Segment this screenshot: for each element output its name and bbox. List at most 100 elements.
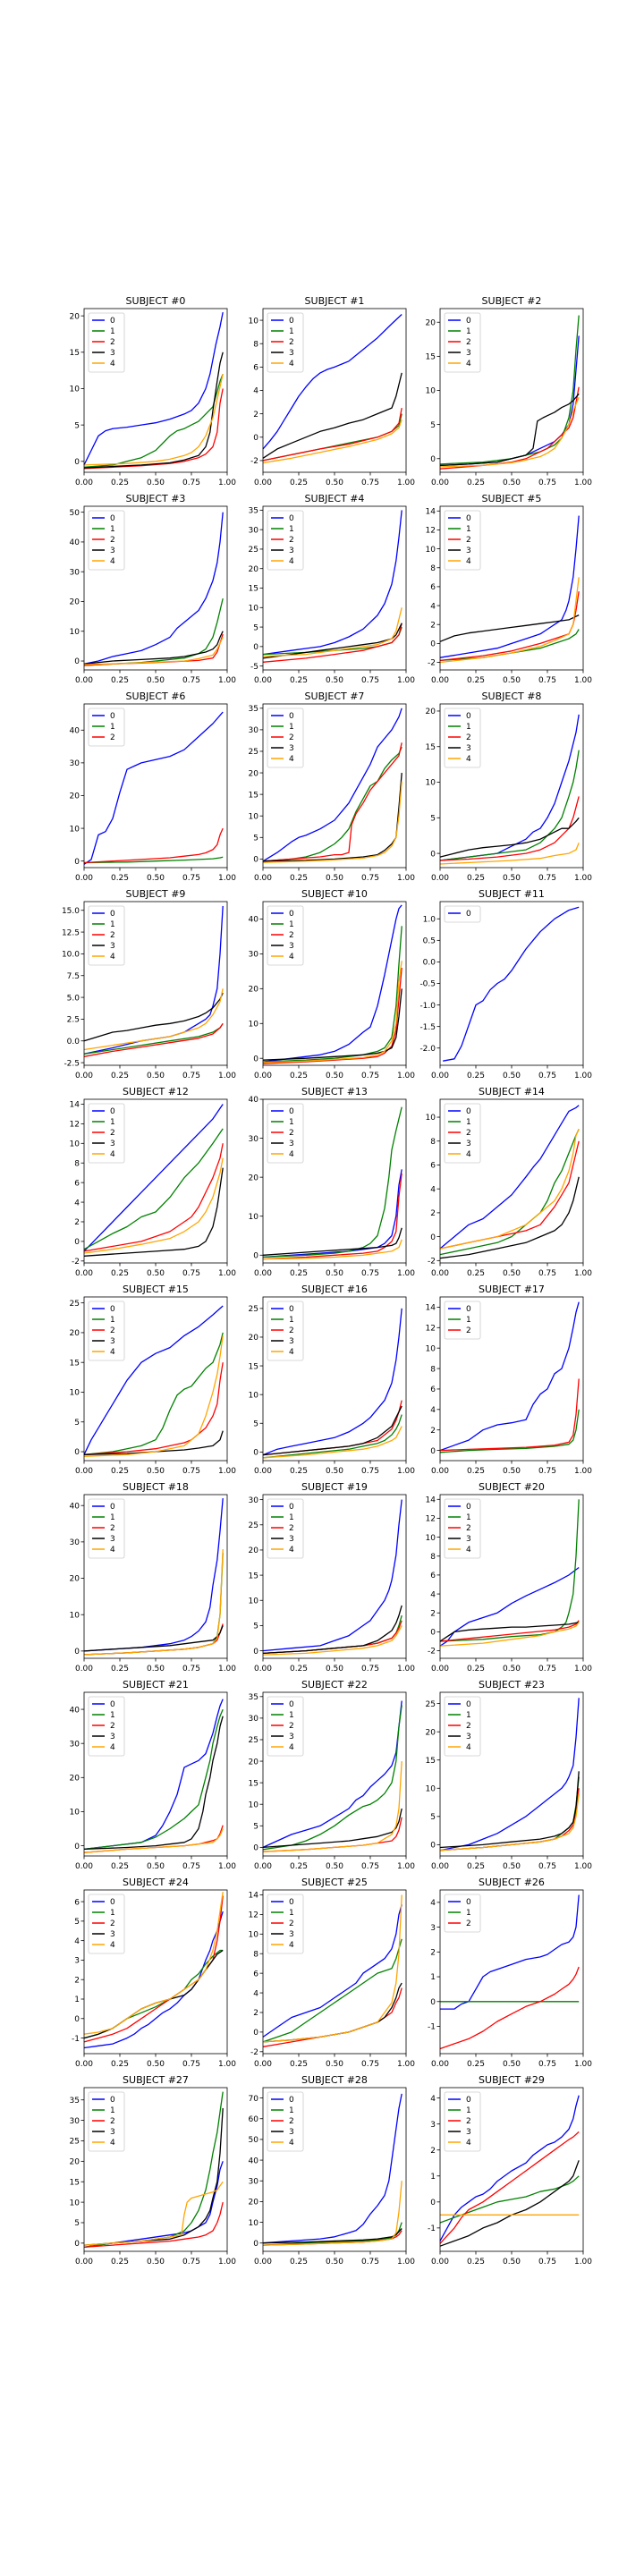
legend-label: 2: [110, 1919, 115, 1928]
x-tick-label: 0.75: [538, 1072, 556, 1080]
series-line-4: [83, 1335, 224, 1457]
y-tick-label: 10: [70, 1140, 80, 1149]
series-line-3: [439, 1622, 580, 1642]
legend-label: 2: [289, 733, 294, 742]
x-tick-label: 0.00: [75, 1072, 93, 1080]
series-line-1: [439, 315, 580, 465]
legend-label: 4: [289, 557, 294, 566]
legend-label: 1: [289, 1118, 294, 1127]
legend-box: [267, 1103, 304, 1164]
x-tick-label: 0.75: [361, 1862, 379, 1871]
subplot-title: SUBJECT #7: [305, 691, 365, 702]
y-tick-label: 10: [249, 1801, 259, 1809]
axes-frame: [439, 901, 584, 1066]
x-tick-label: 0.25: [290, 2060, 308, 2069]
y-tick-label: 10: [249, 1020, 259, 1029]
subplot-8: SUBJECT #8 0.00 0.25 0.50 0.75 1.00 0 5 10 15 20 0 1…: [426, 691, 593, 883]
y-tick-label: 5: [430, 815, 436, 824]
x-tick-label: 0.75: [361, 874, 379, 883]
y-tick-label: 10: [249, 1597, 259, 1606]
legend-label: 0: [110, 1700, 115, 1709]
x-tick-label: 1.00: [397, 1862, 415, 1871]
x-tick-label: 0.00: [254, 1269, 272, 1278]
legend-box: [444, 1498, 481, 1559]
y-tick-label: 40: [70, 1706, 80, 1715]
x-tick-label: 0.00: [431, 1072, 449, 1080]
series-line-3: [439, 393, 580, 467]
subplot-16: SUBJECT #160.00 0.25 0.50 0.75 1.00051015202…: [249, 1284, 416, 1476]
series-line-0: [262, 1499, 402, 1652]
subplot-title: SUBJECT #20: [479, 1481, 545, 1493]
x-tick-label: 0.50: [503, 1072, 521, 1080]
y-tick-label: 10: [426, 779, 436, 788]
y-tick-label: 2.5: [67, 1016, 80, 1025]
x-tick-label: 0.75: [538, 874, 556, 883]
y-tick-label: 10: [249, 812, 259, 821]
series-line-3: [439, 1176, 580, 1259]
y-tick-label: 25: [249, 546, 258, 555]
legend-label: 4: [289, 1348, 294, 1357]
y-tick-label: 8: [253, 1950, 258, 1959]
x-tick-label: 0.75: [361, 2258, 379, 2267]
x-tick-label: 0.00: [254, 1665, 272, 1674]
y-tick-label: 10: [70, 386, 80, 394]
legend-label: 4: [110, 2139, 115, 2148]
subplot-10: SUBJECT #100.00 0.25 0.50 0.75 1.00010203040…: [249, 888, 416, 1080]
y-tick-label: 30: [70, 568, 80, 577]
y-tick-label: 8: [430, 1365, 436, 1374]
legend-label: 1: [466, 1513, 471, 1522]
legend-label: 1: [110, 1909, 115, 1918]
x-tick-label: 1.00: [397, 676, 415, 685]
y-tick-label: 15: [249, 1362, 258, 1371]
series-line-0: [262, 1700, 402, 1848]
x-tick-label: 1.00: [574, 2258, 592, 2267]
y-tick-label: 15: [70, 349, 80, 358]
legend-label: 0: [110, 712, 115, 721]
y-tick-label: 10: [70, 2199, 80, 2207]
subplot-title: SUBJECT #2: [482, 295, 542, 307]
y-tick-label: 5: [253, 623, 258, 632]
y-tick-label: -2: [250, 457, 258, 466]
series-line-0: [83, 512, 224, 665]
y-tick-label: 2: [74, 1976, 80, 1985]
y-tick-label: 35: [249, 1693, 258, 1702]
legend-label: 0: [110, 514, 115, 523]
legend-label: 3: [466, 1733, 471, 1741]
legend-label: 4: [110, 1150, 115, 1159]
legend-label: 2: [289, 1524, 294, 1533]
series-line-3: [83, 992, 224, 1042]
y-tick-label: 40: [70, 726, 80, 735]
legend-label: 1: [466, 327, 471, 336]
series-line-0: [262, 708, 402, 862]
x-tick-label: 0.25: [290, 1665, 308, 1674]
y-tick-label: 14: [426, 1496, 436, 1504]
legend-label: 0: [110, 1898, 115, 1907]
series-line-3: [262, 623, 402, 659]
x-tick-label: 0.50: [326, 1072, 343, 1080]
x-tick-label: 0.50: [503, 2060, 521, 2069]
legend-label: 2: [110, 536, 115, 545]
series-line-3: [262, 372, 402, 459]
x-tick-label: 0.75: [182, 2258, 200, 2267]
legend-label: 2: [289, 338, 294, 347]
legend-box: [88, 1301, 125, 1361]
subplot-title: SUBJECT #5: [482, 493, 542, 504]
series-line-0: [262, 510, 402, 656]
x-tick-label: 0.50: [147, 874, 165, 883]
series-line-1: [83, 373, 224, 468]
legend-label: 0: [466, 514, 471, 523]
series-line-2: [439, 386, 580, 470]
x-tick-label: 0.00: [254, 874, 272, 883]
y-tick-label: 0.5: [423, 937, 436, 946]
x-tick-label: 1.00: [397, 1072, 415, 1080]
y-tick-label: 0: [253, 1055, 258, 1063]
y-tick-label: 25: [70, 1300, 80, 1309]
x-tick-label: 0.75: [538, 676, 556, 685]
series-line-2: [439, 1966, 580, 2050]
y-tick-label: 30: [249, 2177, 259, 2186]
x-tick-label: 0.00: [431, 2258, 449, 2267]
